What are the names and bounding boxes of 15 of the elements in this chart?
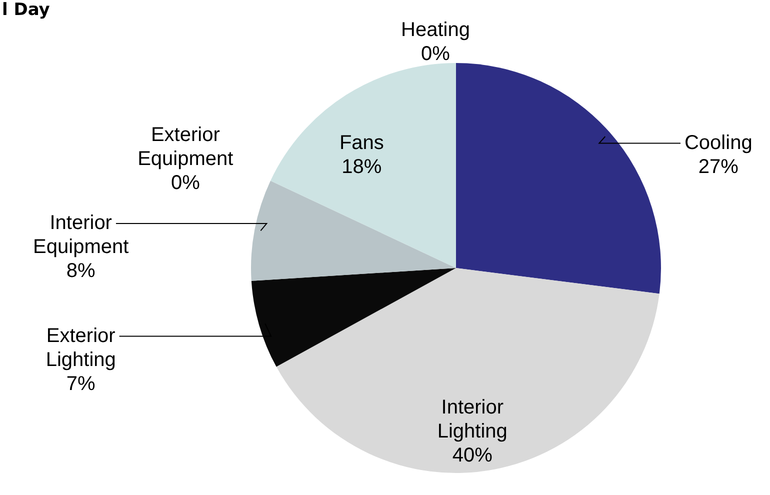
slice-label: Interior Equipment: [33, 212, 130, 258]
data-label: 27%: [698, 156, 739, 178]
data-label: 18%: [342, 156, 382, 178]
category-label: Heating: [401, 19, 470, 42]
data-label: 8%: [66, 260, 96, 282]
text: 0%: [421, 43, 450, 66]
chart-title: l Day: [2, 0, 50, 20]
slice-label: Cooling: [684, 132, 752, 154]
slice-label: Interior Lighting: [437, 396, 508, 443]
category-label: Exterior Equipment: [138, 124, 234, 170]
text: 0%: [170, 172, 200, 194]
data-label: 7%: [66, 372, 96, 395]
data-label: 40%: [452, 444, 493, 467]
slice-label: Exterior Lighting: [46, 324, 116, 371]
slice-label: Fans: [339, 132, 384, 154]
